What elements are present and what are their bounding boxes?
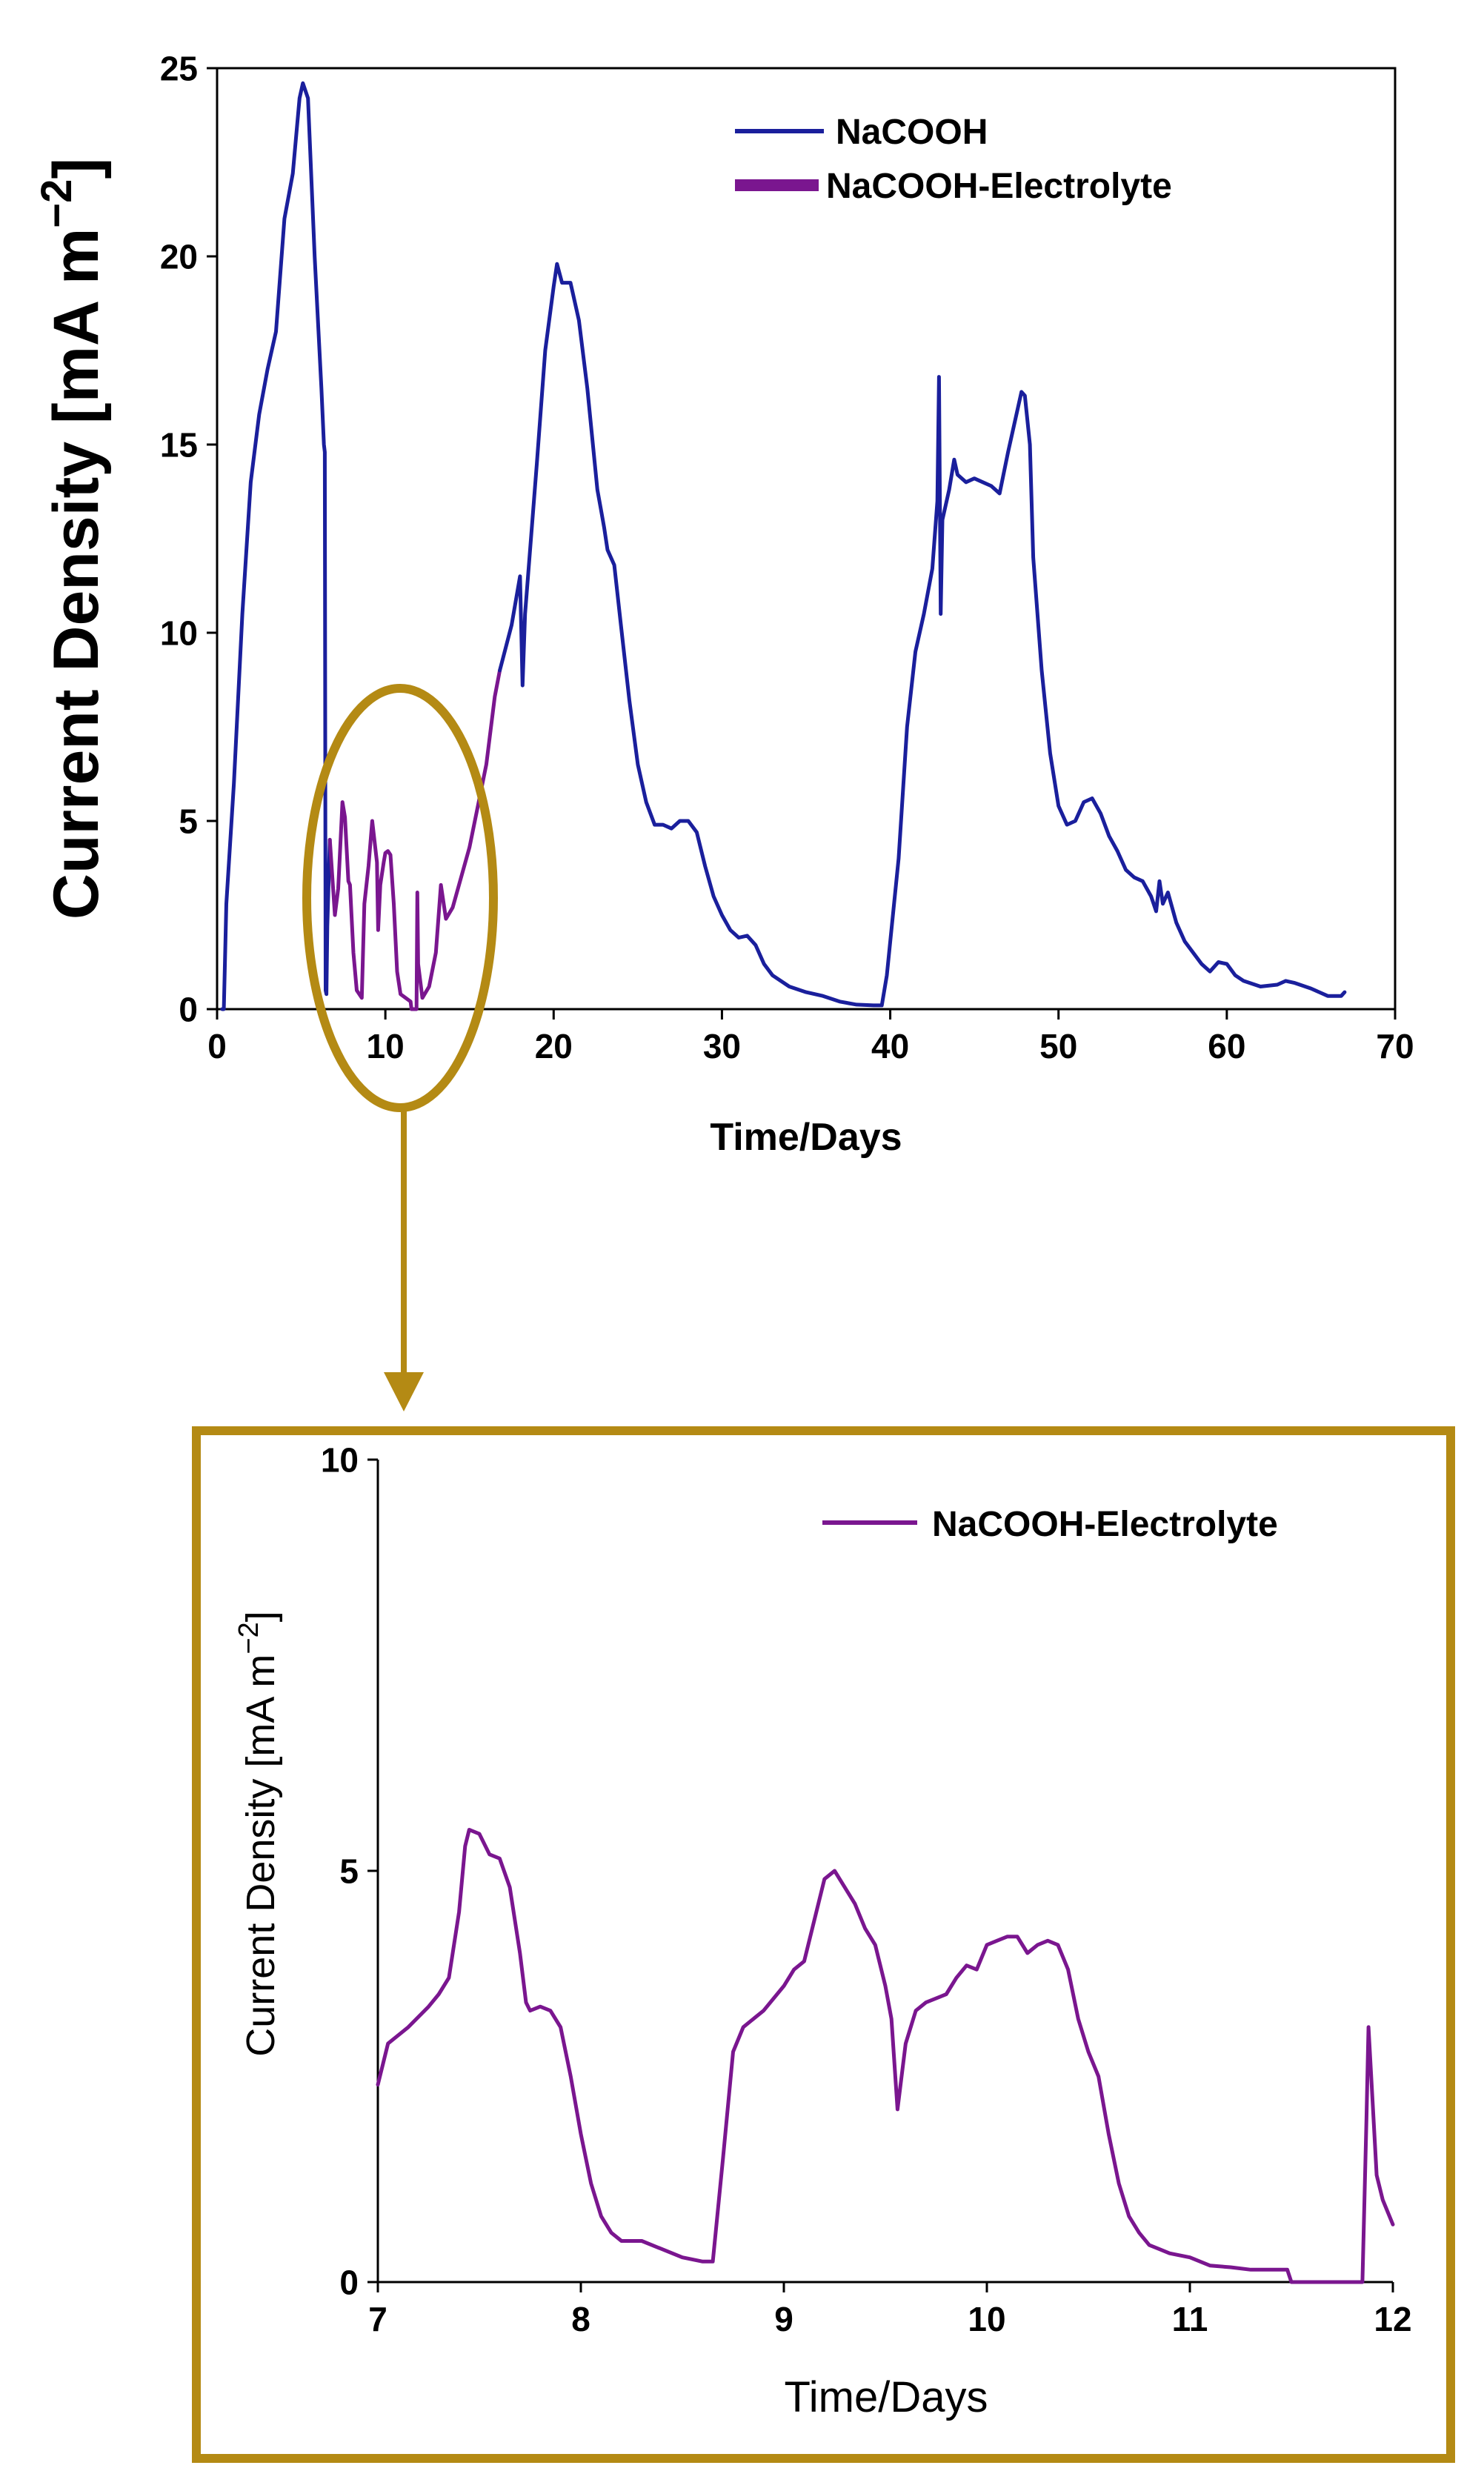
main-chart: 0 5 10 15 20 25 0 10 20 30 40 50 60 70 Time/Days Cur… (33, 50, 1414, 1159)
zoom-callout (192, 684, 1455, 2463)
top-series-line-nacooh-0 (220, 81, 332, 1011)
inset-y-tick-label-1: 5 (339, 1852, 359, 1891)
top-x-tick-label-0: 0 (207, 1027, 227, 1065)
top-y-tick-label-3: 15 (160, 426, 198, 465)
inset-y-tick-label-2: 10 (321, 1441, 359, 1480)
main-chart-y-axis: 0 5 10 15 20 25 (160, 50, 217, 1029)
main-chart-x-axis-title: Time/Days (710, 1116, 902, 1159)
inset-y-tick-label-0: 0 (339, 2264, 359, 2302)
inset-x-tick-label-5: 12 (1374, 2300, 1411, 2338)
main-chart-x-axis: 0 10 20 30 40 50 60 70 (207, 1009, 1414, 1065)
inset-x-tick-label-1: 8 (571, 2300, 590, 2338)
top-x-tick-label-3: 30 (703, 1027, 741, 1065)
main-chart-plot-frame (216, 67, 1397, 1011)
top-x-tick-label-7: 70 (1376, 1027, 1414, 1065)
zoom-arrow-head (384, 1372, 424, 1411)
inset-x-tick-label-3: 10 (968, 2300, 1005, 2338)
top-series-line-nacooh-2 (498, 262, 1347, 1008)
inset-chart-legend: NaCOOH-Electrolyte (822, 1505, 1278, 1544)
inset-chart-y-axis-title-exponent: −2 (233, 1622, 264, 1654)
inset-chart-x-axis-title: Time/Days (785, 2373, 988, 2421)
top-y-tick-label-2: 10 (160, 614, 198, 653)
legend-label-nacooh: NaCOOH (836, 113, 988, 152)
inset-chart-y-axis-title-close: ] (239, 1611, 283, 1622)
inset-legend-label-nacooh-electrolyte: NaCOOH-Electrolyte (932, 1505, 1278, 1544)
main-chart-legend: NaCOOH NaCOOH-Electrolyte (735, 113, 1172, 206)
main-chart-y-axis-title-close: ] (41, 158, 112, 179)
inset-chart-series (376, 1828, 1395, 2284)
main-chart-series (220, 81, 1347, 1011)
top-x-tick-label-5: 50 (1039, 1027, 1077, 1065)
top-x-tick-label-2: 20 (535, 1027, 573, 1065)
main-chart-y-axis-title-exponent: −2 (33, 179, 81, 228)
legend-label-nacooh-electrolyte: NaCOOH-Electrolyte (826, 167, 1172, 206)
inset-x-tick-label-4: 11 (1172, 2300, 1208, 2338)
top-x-tick-label-6: 60 (1208, 1027, 1245, 1065)
inset-series-line-nacooh-electrolyte-0 (376, 1828, 1395, 2284)
inset-chart-x-axis: 7 8 9 10 11 12 (368, 2282, 1412, 2338)
top-y-tick-label-0: 0 (179, 991, 198, 1029)
top-x-tick-label-4: 40 (871, 1027, 909, 1065)
main-chart-y-axis-title: Current Density [mA m−2] (33, 158, 112, 919)
zoom-inset-border (192, 1426, 1455, 2463)
top-series-line-nacooh-electrolyte-1 (327, 668, 502, 1011)
inset-x-tick-label-0: 7 (368, 2300, 387, 2338)
inset-chart-y-axis-title: Current Density [mA m−2] (233, 1611, 283, 2056)
inset-chart: 0 5 10 7 8 9 10 11 12 Time/Days Current Density… (233, 1441, 1412, 2421)
top-y-tick-label-1: 5 (179, 802, 198, 841)
top-y-tick-label-5: 25 (160, 50, 198, 88)
top-x-tick-label-1: 10 (367, 1027, 405, 1065)
inset-x-tick-label-2: 9 (774, 2300, 793, 2338)
top-y-tick-label-4: 20 (160, 238, 198, 276)
zoom-ellipse (302, 684, 498, 1112)
inset-chart-y-axis: 0 5 10 (321, 1441, 378, 2302)
